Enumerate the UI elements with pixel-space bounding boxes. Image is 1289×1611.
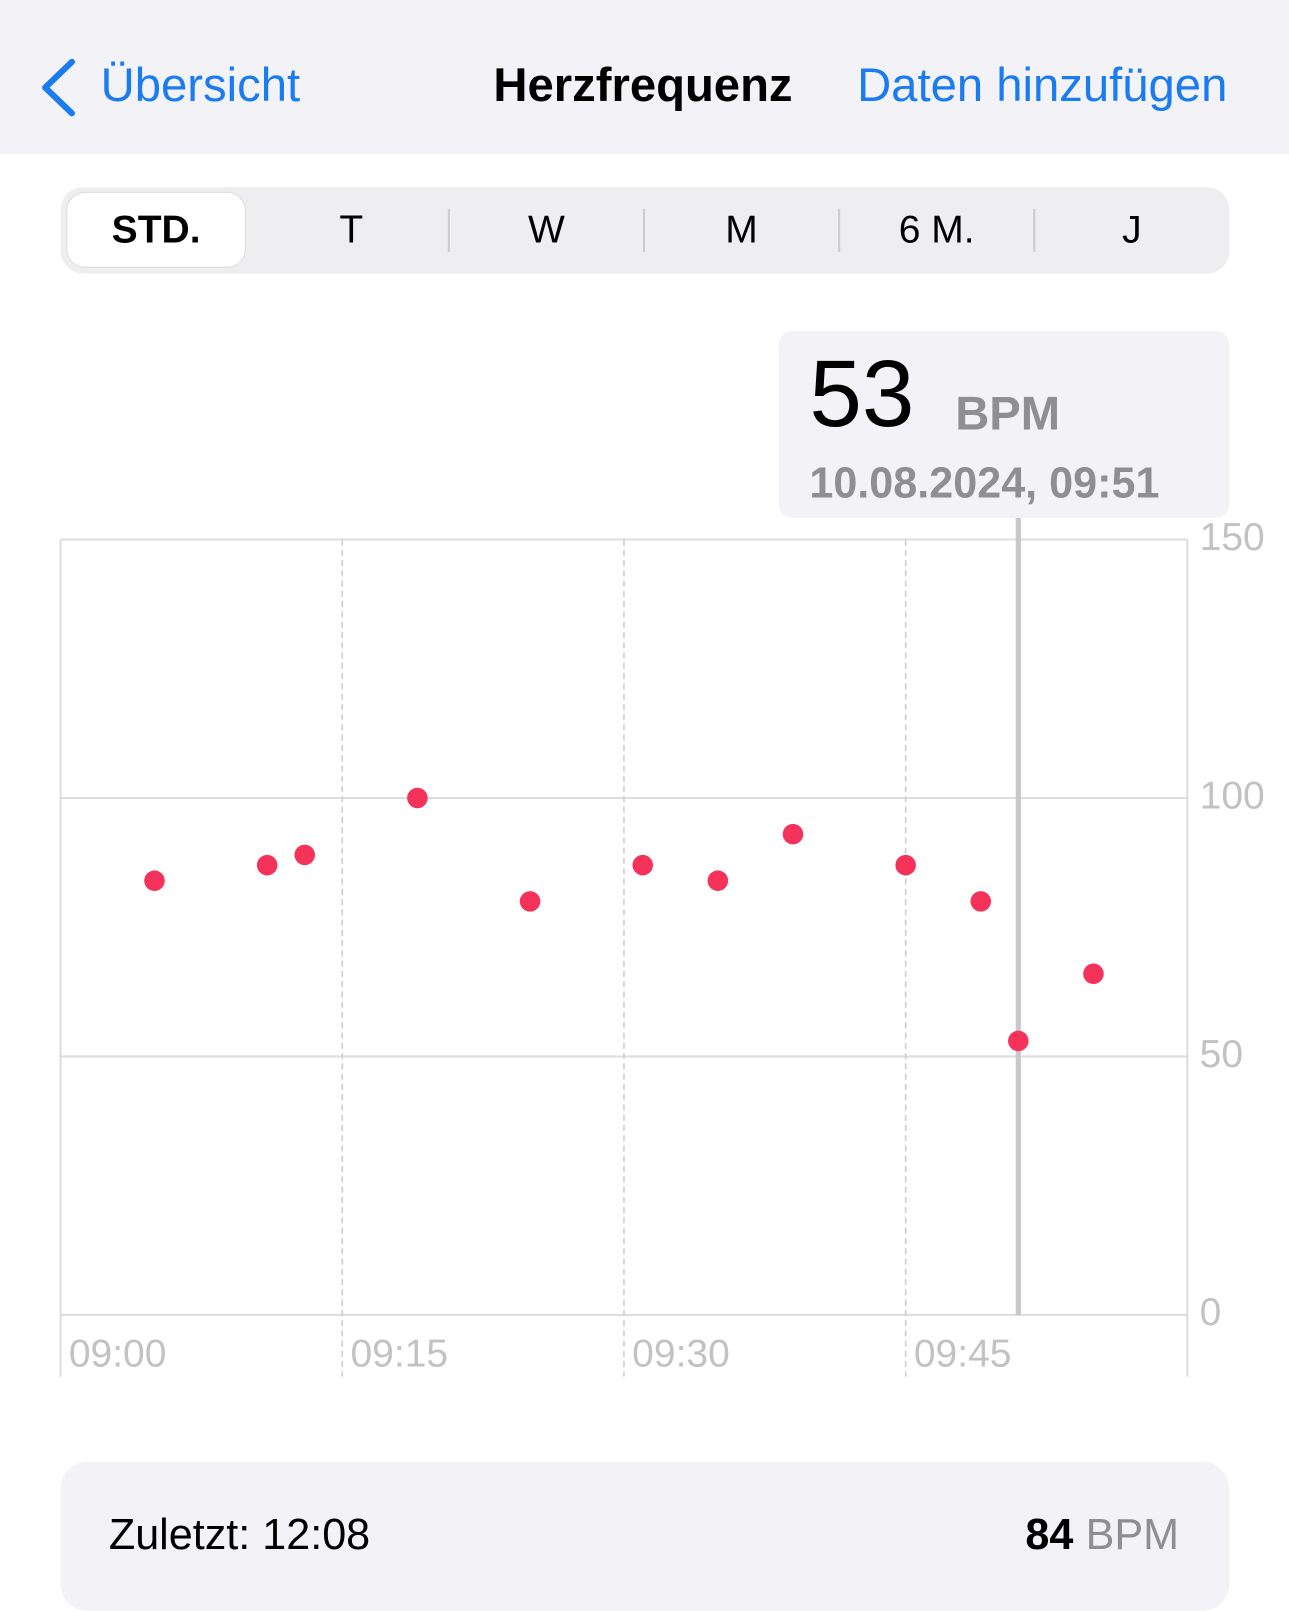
data-point [782, 823, 804, 845]
y-tick-label: 150 [1200, 516, 1265, 559]
y-tick-label: 0 [1200, 1291, 1222, 1334]
segment-label[interactable]: W [528, 209, 565, 252]
x-tick-label: 09:15 [350, 1332, 448, 1375]
footer-label: Zuletzt: 12:08 [109, 1511, 370, 1559]
back-chevron[interactable] [42, 58, 75, 117]
segment-label[interactable]: M [725, 209, 758, 252]
data-point [970, 891, 992, 912]
data-point [519, 891, 541, 912]
segment-label[interactable]: J [1122, 209, 1142, 252]
tooltip-value: 53 [809, 341, 914, 447]
data-point [256, 854, 278, 876]
footer-unit: BPM [1086, 1511, 1179, 1559]
segment-label[interactable]: 6 M. [899, 209, 975, 252]
data-point [707, 870, 729, 891]
nav-title: Herzfrequenz [493, 59, 792, 112]
data-point [144, 870, 165, 891]
back-button[interactable]: Übersicht [101, 59, 301, 112]
data-point [895, 854, 916, 876]
segment-label[interactable]: T [339, 209, 363, 252]
data-point [407, 787, 428, 809]
segment-selected [66, 191, 246, 268]
footer-value: 84 [1025, 1511, 1073, 1559]
y-tick-label: 100 [1200, 774, 1265, 817]
footer-reading: 84 BPM [1025, 1511, 1179, 1559]
data-point [1083, 963, 1104, 985]
tooltip-unit: BPM [955, 388, 1060, 441]
tooltip-date: 10.08.2024, 09:51 [809, 459, 1159, 507]
add-data-button[interactable]: Daten hinzufügen [857, 59, 1227, 112]
data-point [1008, 1030, 1029, 1052]
y-tick-label: 50 [1200, 1033, 1243, 1076]
x-tick-label: 09:30 [632, 1332, 730, 1375]
x-tick-label: 09:00 [69, 1332, 167, 1375]
data-point [294, 844, 315, 866]
nav-bar [0, 0, 1289, 155]
segment-label[interactable]: STD. [112, 209, 201, 252]
x-tick-label: 09:45 [914, 1332, 1012, 1375]
data-point [632, 854, 654, 876]
footer-card [60, 1461, 1230, 1611]
tooltip [778, 330, 1230, 518]
